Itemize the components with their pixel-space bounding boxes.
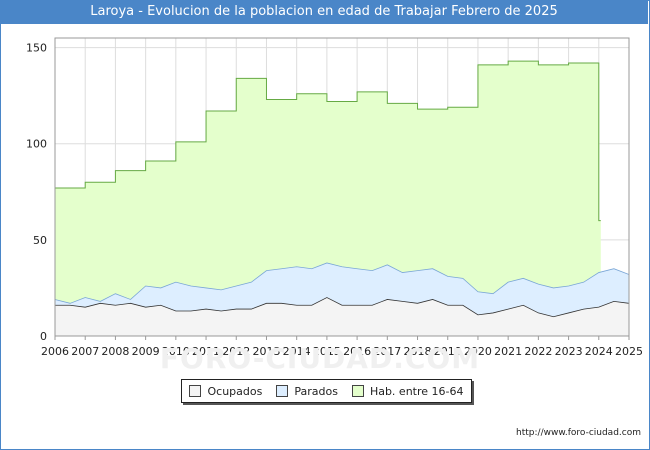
series-line-ocupados (55, 297, 630, 318)
x-tick-label-2025: 2025 (615, 345, 643, 358)
x-tick-label-2016: 2016 (343, 345, 371, 358)
x-axis-ticks: 2006 2007 2008 2009 2010 2011 2012 2013 2014 2015… (41, 336, 643, 358)
y-axis-ticks: 0 50 100 150 (26, 42, 47, 343)
x-tick-label-2018: 2018 (404, 345, 432, 358)
series-line-parados (54, 262, 630, 304)
x-tick-label-2024: 2024 (585, 345, 613, 358)
legend-label-parados: Parados (294, 384, 338, 398)
series-line-hab (55, 60, 601, 222)
x-tick-label-2012: 2012 (222, 345, 250, 358)
x-tick-label-2015: 2015 (313, 345, 341, 358)
x-tick-label-2014: 2014 (283, 345, 311, 358)
series-area-hab (55, 61, 601, 336)
axes (54, 37, 630, 337)
y-tick-label-0: 0 (40, 330, 47, 343)
x-tick-label-2008: 2008 (101, 345, 129, 358)
plot-border (54, 37, 630, 337)
y-tick-label-50: 50 (33, 234, 47, 247)
x-tick-label-2017: 2017 (373, 345, 401, 358)
legend-item-parados: Parados (276, 385, 338, 398)
x-tick-label-2007: 2007 (71, 345, 99, 358)
series-area-ocupados (55, 297, 629, 336)
x-tick-label-2019: 2019 (434, 345, 462, 358)
x-tick-label-2010: 2010 (162, 345, 190, 358)
x-tick-label-2022: 2022 (524, 345, 552, 358)
legend-swatch-parados (276, 385, 289, 397)
legend-item-hab: Hab. entre 16-64 (351, 384, 464, 398)
legend-label-ocupados: Ocupados (207, 384, 263, 398)
x-tick-label-2021: 2021 (494, 345, 522, 358)
series-areas (54, 60, 630, 336)
y-tick-label-150: 150 (26, 42, 47, 55)
x-tick-label-2009: 2009 (132, 345, 160, 358)
x-tick-label-2023: 2023 (555, 345, 583, 358)
x-tick-label-2011: 2011 (192, 345, 220, 358)
x-tick-label-2006: 2006 (41, 345, 69, 358)
x-tick-label-2020: 2020 (464, 345, 492, 358)
source-url[interactable]: http://www.foro-ciudad.com (516, 428, 641, 438)
chart-title: Laroya - Evolucion de la poblacion en ed… (0, 0, 648, 24)
x-tick-label-2013: 2013 (252, 345, 280, 358)
legend-swatch-hab (351, 385, 364, 397)
legend-label-hab: Hab. entre 16-64 (369, 384, 464, 398)
watermark: FORO-CIUDAD.COM (159, 342, 481, 375)
legend-swatch-ocupados (189, 385, 202, 397)
y-tick-label-100: 100 (26, 138, 47, 151)
legend-item-ocupados: Ocupados (189, 385, 262, 398)
legend: Ocupados Parados Hab. entre 16-64 (181, 379, 472, 403)
